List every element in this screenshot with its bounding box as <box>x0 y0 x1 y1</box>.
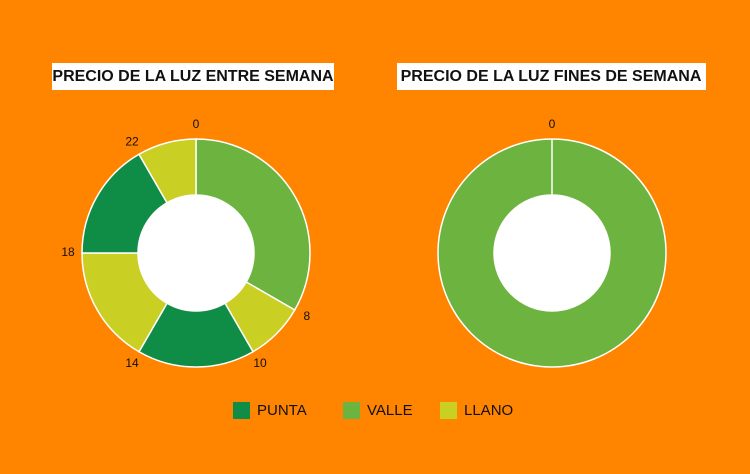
tick-label: 0 <box>193 117 200 131</box>
donut-hole <box>138 195 254 311</box>
tick-label: 22 <box>125 134 139 148</box>
tick-label: 10 <box>253 356 267 370</box>
tick-label: 18 <box>61 245 75 259</box>
legend-label: PUNTA <box>257 402 307 419</box>
chart-title: PRECIO DE LA LUZ ENTRE SEMANA <box>52 68 334 85</box>
tick-label: 0 <box>549 117 556 131</box>
legend-label: LLANO <box>464 402 513 419</box>
chart-title: PRECIO DE LA LUZ FINES DE SEMANA <box>401 68 702 85</box>
legend-swatch <box>233 402 250 419</box>
title-box <box>52 63 334 90</box>
donut-hole <box>494 195 610 311</box>
legend-label: VALLE <box>367 402 413 419</box>
legend-swatch <box>343 402 360 419</box>
legend-swatch <box>440 402 457 419</box>
tick-label: 8 <box>304 309 311 323</box>
tick-label: 14 <box>125 356 139 370</box>
title-box <box>397 63 706 90</box>
